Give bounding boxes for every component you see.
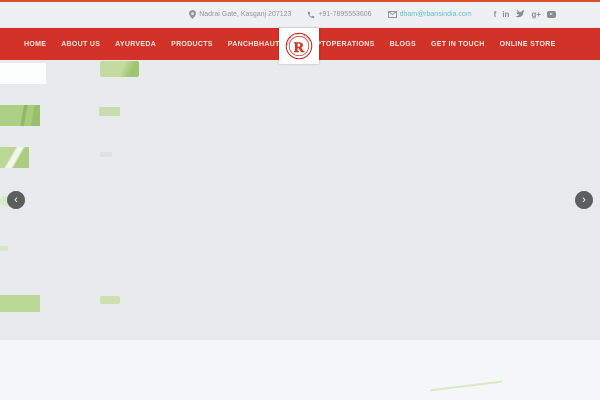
nav-right-group: OPERATIONS BLOGS GET IN TOUCH ONLINE STO… <box>326 41 556 48</box>
main-nav: HOME ABOUT US AYURVEDA PRODUCTS PANCHBHA… <box>0 28 600 64</box>
location-item: Nadrai Gate, Kasganj 207123 <box>189 10 291 19</box>
location-pin-icon <box>189 10 197 19</box>
linkedin-icon[interactable]: in <box>502 9 510 19</box>
nav-item-about-us[interactable]: ABOUT US <box>61 40 101 48</box>
nav-left-group: HOME ABOUT US AYURVEDA PRODUCTS PANCHBHA… <box>24 41 326 48</box>
image-placeholder <box>0 295 40 312</box>
image-placeholder <box>100 296 120 304</box>
youtube-icon[interactable] <box>547 11 556 18</box>
logo[interactable]: RIGHT TO INDIA R <box>279 28 319 64</box>
nav-item-ayurveda[interactable]: AYURVEDA <box>115 40 157 48</box>
google-plus-icon[interactable]: g+ <box>531 9 541 19</box>
logo-letter: R <box>294 40 305 56</box>
image-placeholder <box>430 380 502 392</box>
social-icons: f in g+ <box>493 9 556 20</box>
nav-item-online-store[interactable]: ONLINE STORE <box>499 40 556 48</box>
image-placeholder <box>0 105 40 126</box>
nav-item-home[interactable]: HOME <box>24 40 47 48</box>
image-placeholder <box>0 63 46 84</box>
image-placeholder <box>0 246 8 251</box>
nav-item-panchbhautik-concept[interactable]: PANCHBHAUTIK CONCEPT <box>227 40 326 48</box>
nav-item-operations[interactable]: OPERATIONS <box>325 40 375 48</box>
envelope-icon <box>387 11 397 18</box>
phone-text: +91-7895553606 <box>318 11 372 18</box>
email-link[interactable]: dham@rbansindia.com <box>387 11 472 18</box>
hero-slider: ‹ › <box>0 60 600 340</box>
location-text: Nadrai Gate, Kasganj 207123 <box>199 11 292 18</box>
image-placeholder <box>0 147 29 168</box>
carousel-prev-button[interactable]: ‹ <box>7 191 25 209</box>
nav-item-products[interactable]: PRODUCTS <box>171 40 213 48</box>
email-text[interactable]: dham@rbansindia.com <box>399 11 472 18</box>
nav-item-blogs[interactable]: BLOGS <box>389 40 416 48</box>
phone-item: +91-7895553606 <box>307 11 372 19</box>
nav-item-get-in-touch[interactable]: GET IN TOUCH <box>430 40 485 48</box>
image-placeholder <box>99 107 120 116</box>
carousel-next-button[interactable]: › <box>575 191 593 209</box>
phone-icon <box>307 11 315 19</box>
image-placeholder <box>100 152 112 157</box>
chevron-right-icon: › <box>582 194 586 206</box>
chevron-left-icon: ‹ <box>14 194 18 206</box>
image-placeholder <box>100 61 139 77</box>
twitter-icon[interactable] <box>515 9 525 20</box>
topbar: Nadrai Gate, Kasganj 207123 +91-78955536… <box>0 0 600 28</box>
facebook-icon[interactable]: f <box>493 9 497 19</box>
lower-section <box>0 340 600 400</box>
